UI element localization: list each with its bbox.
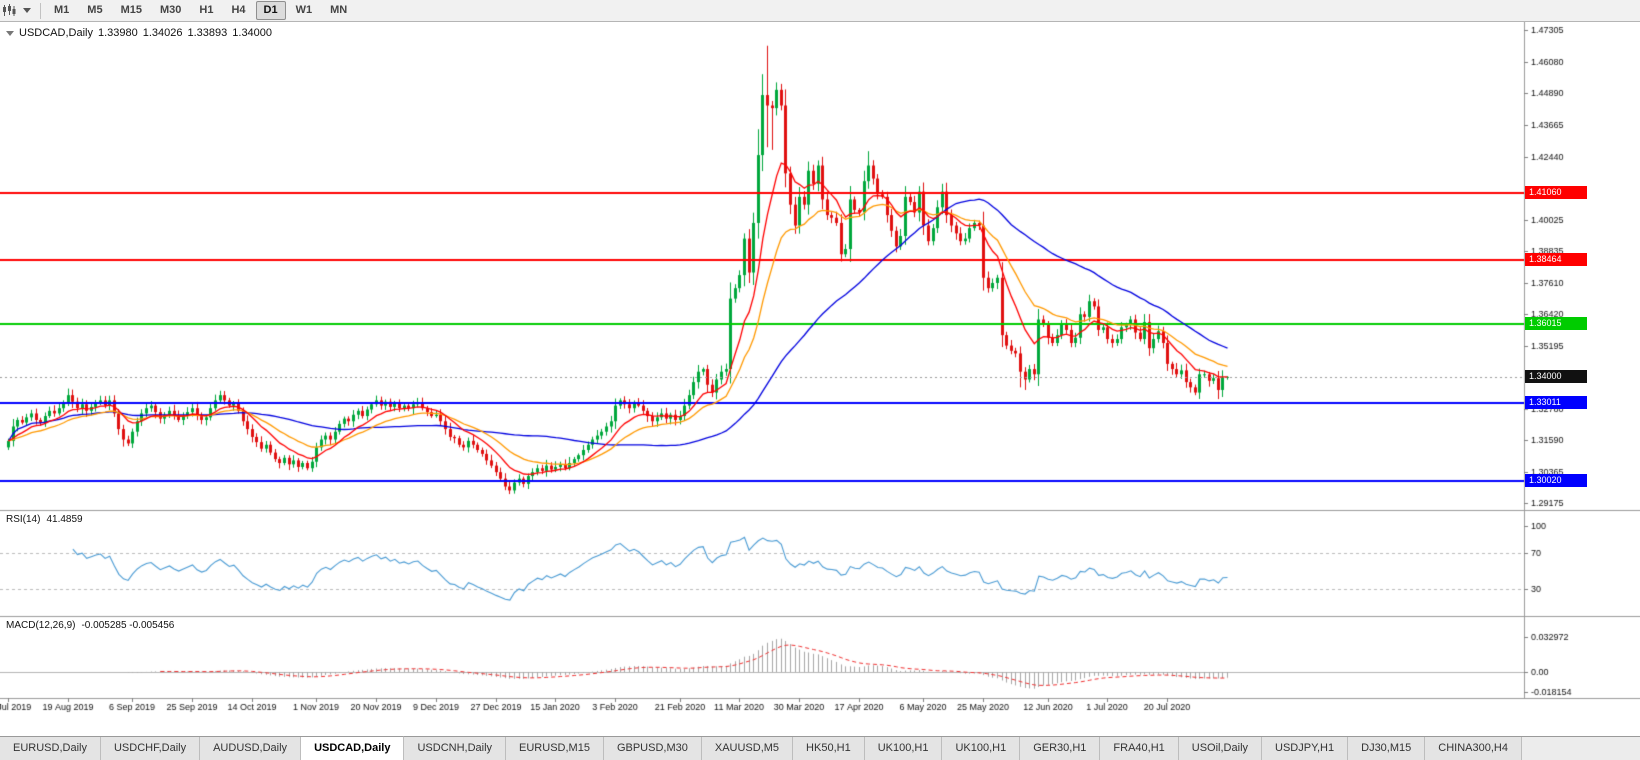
timeframe-button-m5[interactable]: M5: [87, 4, 103, 16]
chart-open-value: 1.33980: [97, 27, 138, 39]
chart-tab-hk50-h1[interactable]: HK50,H1: [793, 737, 865, 760]
chart-shift-icon: [6, 31, 14, 36]
chart-type-icon[interactable]: [0, 3, 18, 19]
chart-close-value: 1.34000: [232, 27, 273, 39]
timeframe-button-m15[interactable]: M15: [120, 4, 142, 16]
price-line-badge-1.33011[interactable]: 1.33011: [1525, 395, 1587, 409]
toolbar-divider: [40, 2, 41, 19]
timeframe-button-m30[interactable]: M30: [159, 4, 182, 16]
chart-tab-usdjpy-h1[interactable]: USDJPY,H1: [1262, 737, 1349, 760]
timeframe-button-d1[interactable]: D1: [255, 1, 286, 20]
chart-tab-ger30-h1[interactable]: GER30,H1: [1020, 737, 1101, 760]
price-line-badge-1.41060[interactable]: 1.41060: [1525, 185, 1587, 199]
macd-indicator-label: MACD(12,26,9) -0.005285 -0.005456: [6, 620, 180, 631]
chart-tab-uk100-h1[interactable]: UK100,H1: [864, 737, 943, 760]
chart-window: USDCAD,Daily 1.33980 1.34026 1.33893 1.34000…: [0, 22, 1640, 736]
chart-tab-fra40-h1[interactable]: FRA40,H1: [1100, 737, 1179, 760]
chart-tab-gbpusd-m30[interactable]: GBPUSD,M30: [603, 737, 702, 760]
macd-name: MACD(12,26,9): [6, 620, 76, 631]
rsi-indicator-label: RSI(14) 41.4859: [6, 514, 89, 525]
current-price-badge: 1.34000: [1525, 369, 1587, 383]
chart-tabs-bar: EURUSD,Daily USDCHF,Daily AUDUSD,Daily USDC…: [0, 736, 1640, 760]
chart-tab-audusd-daily[interactable]: AUDUSD,Daily: [200, 737, 302, 760]
price-chart-canvas[interactable]: [0, 22, 1640, 736]
chart-tab-xauusd-m5[interactable]: XAUUSD,M5: [701, 737, 794, 760]
chart-tab-dj30-m15[interactable]: DJ30,M15: [1348, 737, 1426, 760]
price-line-badge-1.30020[interactable]: 1.30020: [1525, 473, 1587, 487]
chart-title: USDCAD,Daily 1.33980 1.34026 1.33893 1.34000: [6, 27, 277, 39]
chart-tab-usdcad-daily[interactable]: USDCAD,Daily: [301, 736, 405, 760]
timeframe-button-h4[interactable]: H4: [231, 4, 246, 16]
chart-tab-china300-h4[interactable]: CHINA300,H4: [1425, 737, 1522, 760]
chart-tab-usdchf-daily[interactable]: USDCHF,Daily: [100, 737, 201, 760]
chart-tab-usoil-daily[interactable]: USOil,Daily: [1178, 737, 1263, 760]
timeframe-button-m1[interactable]: M1: [54, 4, 70, 16]
chart-tab-eurusd-m15[interactable]: EURUSD,M15: [506, 737, 604, 760]
chart-high-value: 1.34026: [142, 27, 183, 39]
price-line-badge-1.36015[interactable]: 1.36015: [1525, 317, 1587, 331]
chart-tab-usdcnh-daily[interactable]: USDCNH,Daily: [404, 737, 507, 760]
price-line-badge-1.38464[interactable]: 1.38464: [1525, 253, 1587, 267]
chart-low-value: 1.33893: [187, 27, 228, 39]
rsi-value: 41.4859: [46, 514, 83, 525]
chart-tab-eurusd-daily[interactable]: EURUSD,Daily: [0, 737, 101, 760]
timeframe-button-w1[interactable]: W1: [295, 4, 313, 16]
timeframe-toolbar: M1 M5 M15 M30 H1 H4 D1 W1 MN: [0, 0, 1640, 22]
chart-symbol-period: USDCAD,Daily: [19, 27, 93, 39]
timeframe-button-h1[interactable]: H1: [199, 4, 214, 16]
timeframe-button-mn[interactable]: MN: [330, 4, 348, 16]
timeframe-buttons: M1 M5 M15 M30 H1 H4 D1 W1 MN: [45, 1, 356, 20]
chart-type-dropdown-icon[interactable]: [18, 3, 36, 19]
chart-tab-uk100-h1[interactable]: UK100,H1: [942, 737, 1021, 760]
rsi-name: RSI(14): [6, 514, 41, 525]
macd-values: -0.005285 -0.005456: [81, 620, 175, 631]
